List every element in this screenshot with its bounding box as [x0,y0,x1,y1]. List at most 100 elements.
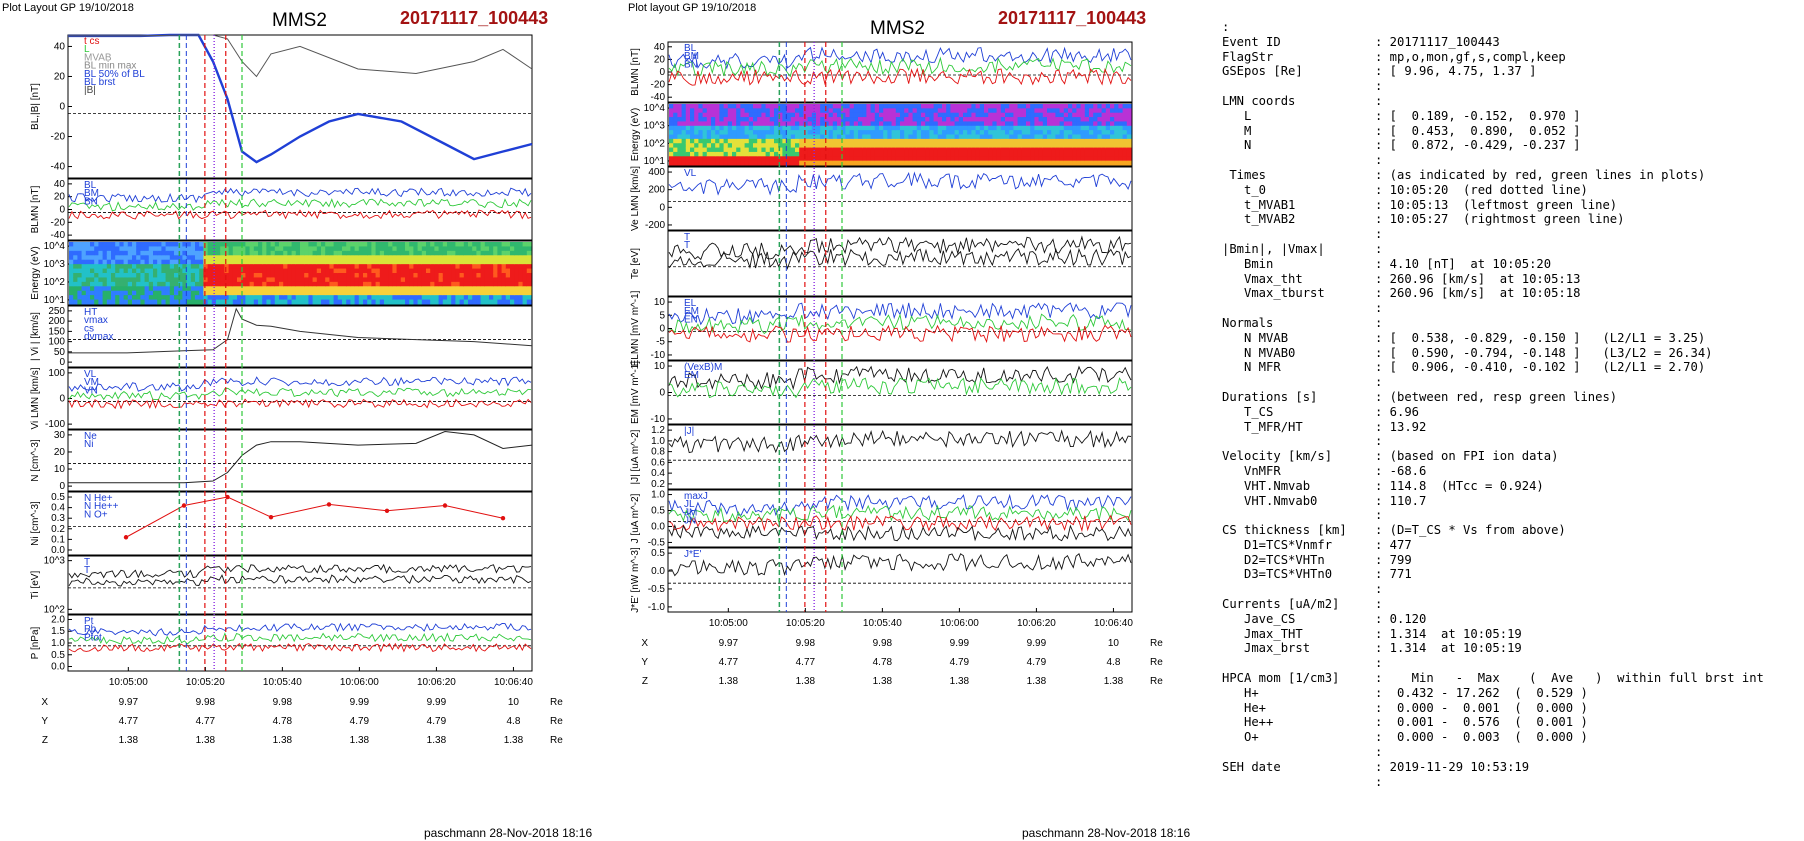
spectrogram-cell [753,117,758,123]
spectrogram-cell [132,250,137,256]
spectrogram-cell [258,255,263,261]
spectrogram-cell [866,117,872,123]
spectrogram-cell [820,160,825,166]
spectrogram-cell [992,121,998,127]
spectrogram-cell [681,160,687,166]
spectrogram-cell [350,299,356,305]
spectrogram-cell [371,281,377,287]
spectrogram-cell [715,121,720,127]
spectrogram-cell [279,281,284,287]
spectrogram-cell [287,290,293,296]
spectrogram-cell [929,121,935,127]
spectrogram-cell [719,104,725,109]
spectrogram-cell [262,277,267,283]
spectrogram-cell [786,108,792,114]
spectrogram-cell [505,268,511,274]
spectrogram-cell [950,117,956,123]
spectrogram-cell [211,286,217,292]
spectrogram-cell [98,242,104,248]
spectrogram-cell [90,242,95,248]
spectrogram-cell [232,255,238,261]
spectrogram-cell [942,112,947,118]
spectrogram-cell [904,117,909,123]
spectrogram-cell [732,138,737,144]
spectrogram-cell [258,250,263,256]
spectrogram-cell [157,246,162,252]
spectrogram-cell [283,255,288,261]
spectrogram-cell [723,143,729,149]
spectrogram-cell [1063,108,1069,114]
spectrogram-cell [711,112,716,118]
spectrogram-cell [451,246,456,252]
spectrogram-cell [824,134,830,140]
spectrogram-cell [1114,125,1119,131]
spectrogram-cell [392,250,398,256]
spectrogram-cell [405,290,410,296]
spectrogram-cell [950,104,956,109]
spectrogram-cell [81,277,87,283]
spectrogram-cell [451,268,456,274]
spectrogram-cell [702,160,708,166]
spectrogram-cell [803,160,809,166]
spectrogram-cell [1034,104,1040,109]
spectrogram-cell [484,299,490,305]
spectrogram-cell [673,143,678,149]
spectrogram-cell [811,104,817,109]
spectrogram-cell [94,246,99,252]
spectrogram-cell [232,286,238,292]
spectrogram-cell [468,242,473,248]
spectrogram-cell [417,277,423,283]
orbit-value: 1.38 [504,735,524,746]
spectrogram-cell [321,246,326,252]
series-line [68,622,532,637]
spectrogram-cell [929,160,935,166]
legend-entry: JN [684,516,696,527]
spectrogram-cell [283,290,288,296]
spectrogram-cell [127,242,133,248]
spectrogram-cell [694,104,699,109]
spectrogram-cell [447,259,452,265]
spectrogram-cell [245,255,251,261]
spectrogram-cell [958,125,964,131]
spectrogram-cell [228,250,234,256]
spectrogram-cell [375,264,381,270]
spectrogram-cell [430,259,435,265]
spectrogram-cell [921,160,926,166]
spectrogram-cell [727,112,733,118]
spectrogram-cell [274,259,280,265]
spectrogram-cell [262,295,267,301]
info-key: T_CS [1222,404,1274,419]
spectrogram-cell [253,242,259,248]
spectrogram-cell [220,299,225,305]
spectrogram-cell [115,299,120,305]
spectrogram-cell [778,156,783,162]
spectrogram-cell [161,281,167,287]
spectrogram-cell [77,299,83,305]
spectrogram-cell [685,104,691,109]
info-key: Event ID [1222,34,1281,49]
spectrogram-cell [253,255,259,261]
spectrogram-cell [1093,125,1098,131]
spectrogram-cell [757,151,762,157]
spectrogram-cell [459,268,465,274]
spectrogram-cell [451,299,456,305]
spectrogram-cell [430,290,435,296]
spectrogram-cell [379,277,385,283]
spectrogram-cell [157,242,162,248]
spectrogram-cell [455,299,461,305]
spectrogram-cell [136,286,141,292]
spectrogram-cell [442,242,448,248]
spectrogram-cell [824,147,830,153]
spectrogram-cell [786,134,792,140]
spectrogram-cell [837,112,842,118]
spectrogram-cell [895,121,901,127]
spectrogram-cell [266,277,272,283]
spectrogram-cell [811,143,817,149]
spectrogram-cell [346,250,351,256]
legend-entry: MVAB [84,52,112,63]
spectrogram-cell [245,250,251,256]
spectrogram-cell [715,134,720,140]
spectrogram-cell [388,259,393,265]
spectrogram-cell [1122,134,1128,140]
